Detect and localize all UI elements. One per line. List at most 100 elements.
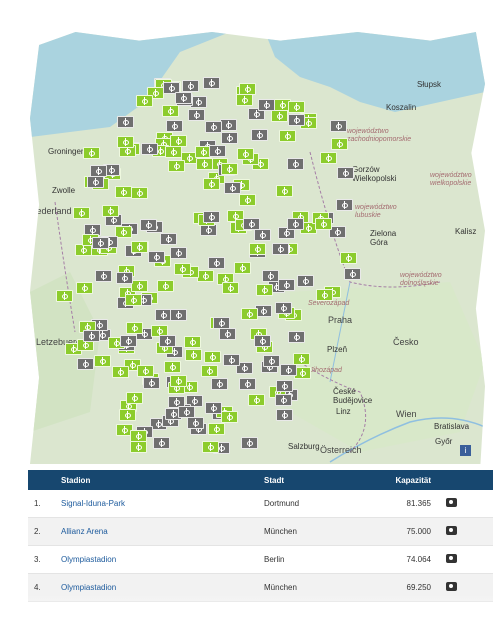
football-stadium-marker[interactable] bbox=[125, 293, 143, 306]
football-stadium-marker[interactable] bbox=[165, 145, 183, 158]
stadium-link[interactable]: Allianz Arena bbox=[61, 527, 108, 536]
stadium-marker[interactable] bbox=[220, 132, 238, 145]
stadium-marker[interactable] bbox=[238, 378, 256, 391]
stadium-marker[interactable] bbox=[257, 99, 275, 112]
stadium-marker[interactable] bbox=[167, 395, 185, 408]
football-stadium-marker[interactable] bbox=[196, 270, 214, 283]
football-stadium-marker[interactable] bbox=[170, 375, 188, 388]
camera-icon[interactable] bbox=[446, 526, 457, 535]
stadium-marker[interactable] bbox=[223, 182, 241, 194]
football-stadium-marker[interactable] bbox=[115, 186, 133, 199]
football-stadium-marker[interactable] bbox=[239, 194, 257, 207]
football-stadium-marker[interactable] bbox=[220, 411, 238, 424]
stadium-marker[interactable] bbox=[288, 114, 306, 127]
stadium-marker[interactable] bbox=[210, 378, 228, 391]
football-stadium-marker[interactable] bbox=[131, 187, 149, 200]
stadium-marker[interactable] bbox=[212, 316, 230, 329]
football-stadium-marker[interactable] bbox=[75, 281, 93, 294]
stadium-marker[interactable] bbox=[202, 77, 220, 90]
football-stadium-marker[interactable] bbox=[55, 289, 73, 302]
football-stadium-marker[interactable] bbox=[236, 147, 254, 160]
stadium-link[interactable]: Olympiastadion bbox=[61, 555, 117, 564]
stadium-marker[interactable] bbox=[202, 211, 220, 224]
stadium-marker[interactable] bbox=[95, 270, 113, 283]
table-row[interactable]: 2. Allianz Arena München 75.000 bbox=[28, 518, 493, 546]
camera-icon[interactable] bbox=[446, 498, 457, 507]
stadium-marker[interactable] bbox=[254, 334, 272, 347]
stadium-marker[interactable] bbox=[200, 223, 218, 236]
football-stadium-marker[interactable] bbox=[118, 409, 136, 422]
football-stadium-marker[interactable] bbox=[115, 226, 133, 239]
stadium-marker[interactable] bbox=[162, 82, 180, 95]
stadium-marker[interactable] bbox=[278, 279, 296, 292]
football-stadium-marker[interactable] bbox=[75, 243, 93, 256]
football-stadium-marker[interactable] bbox=[278, 129, 296, 142]
stadium-marker[interactable] bbox=[336, 167, 354, 180]
football-stadium-marker[interactable] bbox=[195, 157, 213, 170]
stadium-marker[interactable] bbox=[170, 246, 188, 259]
football-stadium-marker[interactable] bbox=[111, 365, 129, 378]
stadium-marker[interactable] bbox=[235, 362, 253, 375]
football-stadium-marker[interactable] bbox=[168, 159, 186, 172]
football-stadium-marker[interactable] bbox=[208, 423, 226, 436]
football-stadium-marker[interactable] bbox=[162, 105, 180, 118]
stadium-marker[interactable] bbox=[187, 417, 205, 430]
football-stadium-marker[interactable] bbox=[270, 110, 288, 123]
stadium-marker[interactable] bbox=[223, 354, 241, 367]
stadium-marker[interactable] bbox=[120, 334, 138, 347]
camera-icon[interactable] bbox=[446, 582, 457, 591]
stadium-marker[interactable] bbox=[190, 96, 208, 109]
football-stadium-marker[interactable] bbox=[276, 185, 294, 198]
stadium-link[interactable]: Signal-Iduna-Park bbox=[61, 499, 126, 508]
football-stadium-marker[interactable] bbox=[184, 335, 202, 348]
stadium-marker[interactable] bbox=[188, 108, 206, 121]
stadium-marker[interactable] bbox=[218, 328, 236, 341]
stadium-marker[interactable] bbox=[148, 251, 166, 264]
stadium-marker[interactable] bbox=[253, 229, 271, 242]
football-stadium-marker[interactable] bbox=[239, 82, 257, 95]
football-stadium-marker[interactable] bbox=[241, 307, 259, 320]
header-stadium[interactable]: Stadion bbox=[61, 476, 91, 485]
stadium-marker[interactable] bbox=[141, 143, 159, 156]
football-stadium-marker[interactable] bbox=[315, 289, 333, 302]
stadium-marker[interactable] bbox=[181, 80, 199, 93]
stadium-marker[interactable] bbox=[152, 436, 170, 449]
stadium-marker[interactable] bbox=[92, 236, 110, 249]
stadium-marker[interactable] bbox=[207, 256, 225, 269]
stadium-marker[interactable] bbox=[328, 225, 346, 238]
stadium-marker[interactable] bbox=[263, 354, 281, 367]
football-stadium-marker[interactable] bbox=[93, 355, 111, 368]
stadium-marker[interactable] bbox=[77, 357, 95, 370]
football-stadium-marker[interactable] bbox=[125, 322, 143, 335]
stadium-map[interactable]: Słupsk Koszalin Groningen Zwolle Gorzów … bbox=[30, 32, 485, 464]
football-stadium-marker[interactable] bbox=[137, 364, 155, 377]
football-stadium-marker[interactable] bbox=[131, 280, 149, 293]
football-stadium-marker[interactable] bbox=[248, 242, 266, 255]
stadium-marker[interactable] bbox=[242, 217, 260, 230]
stadium-marker[interactable] bbox=[276, 408, 294, 421]
stadium-marker[interactable] bbox=[279, 364, 297, 377]
football-stadium-marker[interactable] bbox=[101, 205, 119, 218]
football-stadium-marker[interactable] bbox=[129, 430, 147, 443]
stadium-marker[interactable] bbox=[274, 393, 292, 406]
football-stadium-marker[interactable] bbox=[202, 178, 220, 191]
football-stadium-marker[interactable] bbox=[234, 262, 252, 275]
stadium-marker[interactable] bbox=[330, 119, 348, 132]
football-stadium-marker[interactable] bbox=[248, 393, 266, 406]
football-stadium-marker[interactable] bbox=[293, 366, 311, 379]
football-stadium-marker[interactable] bbox=[330, 137, 348, 150]
stadium-marker[interactable] bbox=[174, 91, 192, 104]
football-stadium-marker[interactable] bbox=[256, 283, 274, 296]
football-stadium-marker[interactable] bbox=[126, 391, 144, 404]
stadium-marker[interactable] bbox=[241, 436, 259, 449]
stadium-marker[interactable] bbox=[274, 302, 292, 315]
football-stadium-marker[interactable] bbox=[339, 251, 357, 264]
stadium-marker[interactable] bbox=[170, 309, 188, 321]
stadium-marker[interactable] bbox=[142, 377, 160, 390]
football-stadium-marker[interactable] bbox=[78, 320, 96, 333]
table-row[interactable]: 3. Olympiastadion Berlin 74.064 bbox=[28, 546, 493, 574]
stadium-marker[interactable] bbox=[140, 218, 158, 231]
stadium-marker[interactable] bbox=[254, 304, 272, 317]
football-stadium-marker[interactable] bbox=[204, 351, 222, 364]
football-stadium-marker[interactable] bbox=[293, 353, 311, 366]
